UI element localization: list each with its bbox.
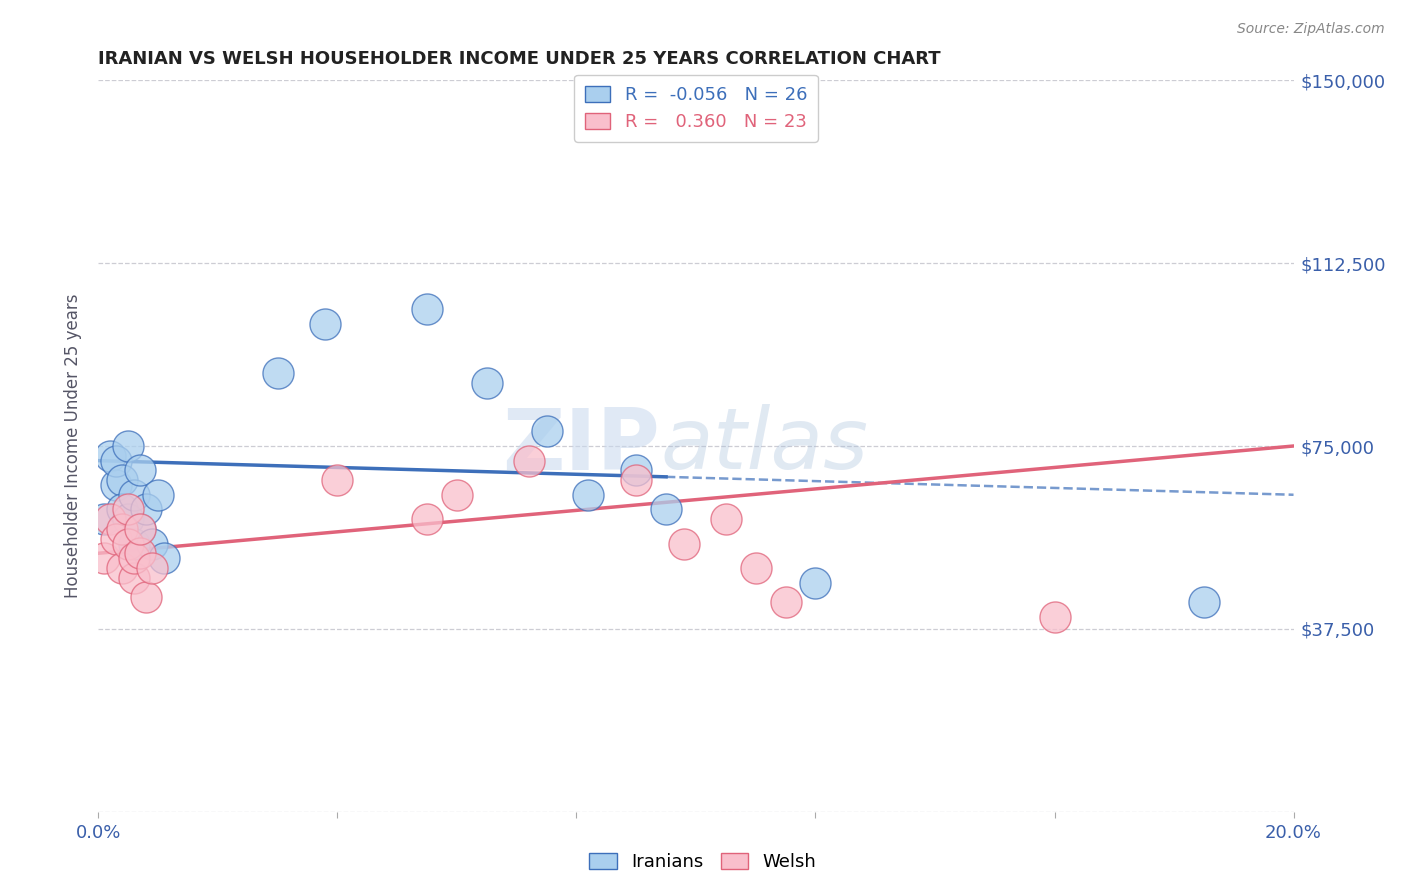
Point (117, 439, 139, 453)
Point (117, 502, 139, 516)
Text: Source: ZipAtlas.com: Source: ZipAtlas.com (1237, 22, 1385, 37)
Point (578, 488, 600, 502)
Point (105, 453, 128, 467)
Y-axis label: Householder Income Under 25 years: Householder Income Under 25 years (65, 293, 83, 599)
Point (315, 317, 337, 331)
Point (129, 522, 152, 536)
Point (536, 425, 558, 439)
Text: ZIP: ZIP (502, 404, 661, 488)
Point (135, 590, 157, 604)
Point (626, 463, 648, 477)
Point (124, 551, 146, 566)
Point (98, 512, 122, 526)
Point (124, 571, 146, 585)
Point (475, 376, 498, 390)
Point (135, 502, 157, 516)
Point (129, 463, 152, 477)
Point (775, 595, 797, 609)
Point (124, 536, 146, 550)
Text: atlas: atlas (661, 404, 868, 488)
Point (148, 488, 170, 502)
Point (117, 512, 139, 526)
Point (129, 546, 152, 560)
Point (416, 302, 439, 317)
Point (105, 532, 128, 546)
Point (326, 473, 349, 487)
Point (626, 473, 648, 487)
Point (93, 512, 115, 526)
Text: IRANIAN VS WELSH HOUSEHOLDER INCOME UNDER 25 YEARS CORRELATION CHART: IRANIAN VS WELSH HOUSEHOLDER INCOME UNDE… (98, 50, 941, 68)
Point (517, 453, 540, 467)
Point (745, 561, 768, 575)
Point (105, 478, 128, 492)
Legend: Iranians, Welsh: Iranians, Welsh (582, 846, 824, 879)
Point (117, 536, 139, 550)
Point (93, 551, 115, 566)
Point (1043, 609, 1066, 624)
Point (129, 522, 152, 536)
Point (416, 512, 439, 526)
Point (111, 522, 134, 536)
Point (124, 488, 146, 502)
Point (141, 536, 163, 550)
Point (1192, 595, 1215, 609)
Point (673, 536, 696, 550)
Point (111, 561, 134, 575)
Point (141, 561, 163, 575)
Point (153, 551, 176, 566)
Point (714, 512, 737, 526)
Point (98, 449, 122, 463)
Point (111, 473, 134, 487)
Point (446, 488, 468, 502)
Point (804, 575, 827, 590)
Point (655, 502, 678, 516)
Point (111, 502, 134, 516)
Legend: R =  -0.056   N = 26, R =   0.360   N = 23: R = -0.056 N = 26, R = 0.360 N = 23 (574, 75, 818, 142)
Point (267, 366, 290, 380)
